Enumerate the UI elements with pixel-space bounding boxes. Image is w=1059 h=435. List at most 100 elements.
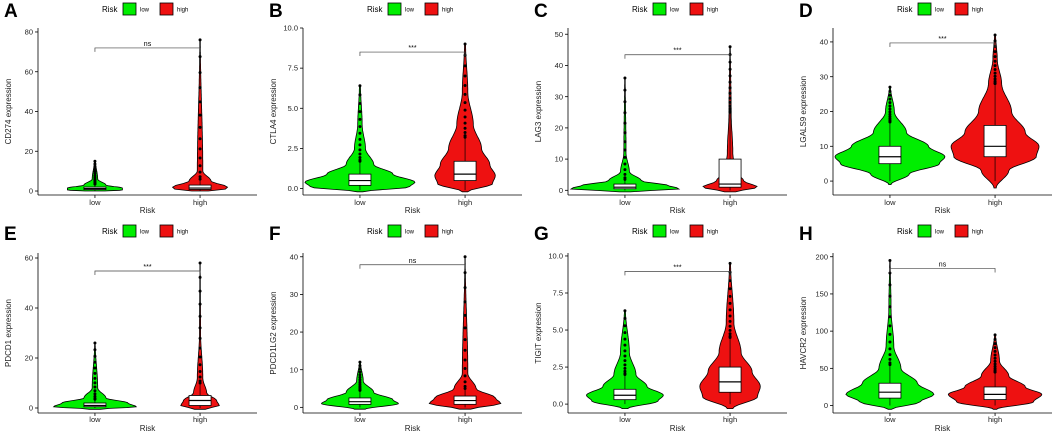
box-low <box>613 388 637 401</box>
outlier-point <box>623 100 627 104</box>
outlier-point <box>463 358 467 362</box>
y-tick-label: 30 <box>820 72 828 81</box>
box-high <box>983 125 1007 158</box>
box-low <box>878 382 902 399</box>
legend-key-low <box>387 224 402 238</box>
outlier-point <box>623 155 627 159</box>
y-tick-label: 0 <box>294 403 298 412</box>
y-tick-label: 2.5 <box>288 144 298 153</box>
outlier-point <box>728 301 732 305</box>
outlier-point <box>358 382 362 386</box>
outlier-point <box>623 354 627 358</box>
panel-letter: C <box>534 1 548 22</box>
outlier-point <box>198 370 202 374</box>
significance-label: *** <box>673 264 681 271</box>
outlier-point <box>358 360 362 364</box>
outlier-point <box>888 112 892 116</box>
outlier-point <box>463 384 467 388</box>
legend-label-high: high <box>177 230 188 236</box>
outlier-point <box>993 50 997 54</box>
outlier-point <box>993 77 997 81</box>
outlier-point <box>93 371 97 375</box>
panel-c: C Risk low high 0 10 20 30 40 50 LAG3 expression lo… <box>534 1 787 215</box>
significance-label: ns <box>409 258 417 265</box>
outlier-point <box>888 89 892 93</box>
box-high <box>188 184 212 190</box>
outlier-point <box>463 313 467 317</box>
outlier-point <box>463 42 467 46</box>
outlier-point <box>463 255 467 259</box>
x-tick-label-high: high <box>193 415 207 424</box>
outlier-point <box>463 338 467 342</box>
y-axis-title: PDCD1LG2 expression <box>269 291 278 374</box>
y-tick-label: 150 <box>815 290 828 299</box>
x-tick-label-low: low <box>354 198 366 207</box>
outlier-point <box>198 363 202 367</box>
outlier-point <box>993 362 997 366</box>
outlier-point <box>993 346 997 350</box>
outlier-point <box>888 283 892 287</box>
outlier-point <box>358 131 362 135</box>
outlier-point <box>993 71 997 75</box>
y-tick-label: 60 <box>25 254 33 263</box>
outlier-point <box>198 113 202 117</box>
significance-bracket <box>624 54 731 59</box>
outlier-point <box>198 156 202 160</box>
outlier-point <box>93 172 97 176</box>
outlier-point <box>358 143 362 147</box>
y-tick-label: 10 <box>555 155 563 164</box>
x-tick-label-high: high <box>458 415 472 424</box>
significance-bracket <box>359 51 466 57</box>
outlier-point <box>93 385 97 389</box>
significance-bracket <box>889 268 996 273</box>
box-low <box>878 145 902 165</box>
y-tick-label: 0 <box>29 187 33 196</box>
x-tick-label-high: high <box>723 415 737 424</box>
significance-bracket <box>94 47 201 52</box>
y-axis-title: LGALS9 expression <box>799 76 808 147</box>
panel-d: D Risk low high 0 10 20 30 40 LGALS9 expression lo… <box>799 1 1052 215</box>
x-axis-title: Risk <box>935 206 952 215</box>
outlier-point <box>888 324 892 328</box>
panel-letter: B <box>269 1 283 22</box>
legend-key-low <box>917 2 932 16</box>
outlier-point <box>993 59 997 63</box>
outlier-point <box>728 319 732 323</box>
y-axis-title: CD274 expression <box>4 79 13 145</box>
x-tick-label-low: low <box>619 415 631 424</box>
outlier-point <box>198 346 202 350</box>
y-tick-label: 5.0 <box>553 326 563 335</box>
outlier-point <box>198 100 202 104</box>
legend-label-high: high <box>442 230 453 236</box>
outlier-point <box>623 131 627 135</box>
significance-label: ns <box>939 261 947 268</box>
outlier-point <box>198 326 202 330</box>
outlier-point <box>888 294 892 298</box>
outlier-point <box>93 394 97 398</box>
x-axis-title: Risk <box>935 424 952 433</box>
legend-label-low: low <box>670 8 680 14</box>
outlier-point <box>463 271 467 275</box>
outlier-point <box>93 341 97 345</box>
y-tick-label: 30 <box>555 92 563 101</box>
outlier-point <box>888 347 892 351</box>
legend-key-low <box>652 224 667 238</box>
outlier-point <box>993 342 997 346</box>
outlier-point <box>93 389 97 393</box>
outlier-point <box>358 373 362 377</box>
outlier-point <box>463 131 467 135</box>
panel-g: G Risk low high 0.0 2.5 5.0 7.5 10.0 TIGIT expres… <box>534 224 787 433</box>
outlier-point <box>888 97 892 101</box>
outlier-point <box>463 64 467 68</box>
significance-bracket <box>359 264 466 269</box>
legend-key-high <box>159 2 174 16</box>
outlier-point <box>358 378 362 382</box>
y-tick-label: 10.0 <box>548 252 563 261</box>
outlier-point <box>463 380 467 384</box>
outlier-point <box>358 152 362 156</box>
legend-label-high: high <box>177 8 188 14</box>
y-tick-label: 50 <box>555 30 563 39</box>
x-axis-title: Risk <box>405 424 422 433</box>
legend-label-high: high <box>707 230 718 236</box>
